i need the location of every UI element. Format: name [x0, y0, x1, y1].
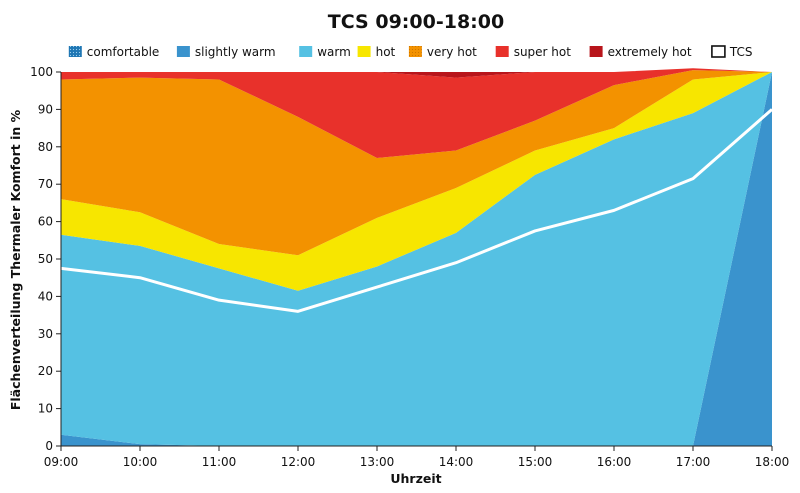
- y-tick-label: 20: [38, 364, 53, 378]
- legend-label-hot: hot: [376, 45, 396, 59]
- x-tick-label: 10:00: [123, 455, 158, 469]
- y-tick-label: 40: [38, 289, 53, 303]
- legend-label-comfortable: comfortable: [87, 45, 160, 59]
- x-tick-label: 12:00: [281, 455, 316, 469]
- x-tick-label: 14:00: [439, 455, 474, 469]
- area-super-hot: [61, 68, 772, 159]
- x-tick-label: 16:00: [597, 455, 632, 469]
- legend-item-tcs: TCS: [711, 45, 753, 59]
- axes: 0 10 20 30 40 50 60 70 80 90 100 09:00 10:00 11:00 12:…: [30, 65, 789, 469]
- legend-label-very-hot: very hot: [427, 45, 477, 59]
- legend-label-super-hot: super hot: [514, 45, 572, 59]
- area-extremely-hot: [61, 68, 772, 78]
- legend-item-very-hot: very hot: [408, 45, 477, 59]
- x-tick-label: 18:00: [755, 455, 790, 469]
- legend-swatch-extremely-hot: [589, 46, 603, 57]
- legend-swatch-very-hot: [408, 46, 422, 57]
- x-tick-label: 13:00: [360, 455, 395, 469]
- legend-swatch-tcs: [711, 45, 726, 58]
- area-slightly-warm: [61, 72, 772, 446]
- area-very-hot: [61, 70, 772, 256]
- legend-item-extremely-hot: extremely hot: [589, 45, 692, 59]
- legend-label-extremely-hot: extremely hot: [608, 45, 692, 59]
- legend-label-warm: warm: [317, 45, 351, 59]
- x-tick-label: 17:00: [676, 455, 711, 469]
- y-tick-label: 50: [38, 252, 53, 266]
- legend-item-slightly-warm: slightly warm: [176, 45, 276, 59]
- y-tick-label: 0: [45, 439, 53, 453]
- x-axis-title: Uhrzeit: [390, 471, 441, 486]
- area-hot: [61, 72, 772, 291]
- y-tick-label: 30: [38, 327, 53, 341]
- x-tick-label: 15:00: [518, 455, 553, 469]
- legend-swatch-hot: [357, 46, 371, 57]
- x-tick-label: 09:00: [44, 455, 79, 469]
- y-tick-label: 90: [38, 102, 53, 116]
- legend-swatch-super-hot: [495, 46, 509, 57]
- legend-label-slightly-warm: slightly warm: [195, 45, 276, 59]
- y-axis-title: Flächenverteilung Thermaler Komfort in %: [8, 109, 23, 410]
- legend-swatch-slightly-warm: [176, 46, 190, 57]
- chart-title: TCS 09:00-18:00: [328, 11, 504, 33]
- legend-item-hot: hot: [357, 45, 396, 59]
- legend-swatch-comfortable: [68, 46, 82, 57]
- legend: comfortable slightly warm warm hot very hot s…: [68, 45, 753, 59]
- legend-label-tcs: TCS: [729, 45, 753, 59]
- area-layers: [61, 68, 772, 446]
- area-warm: [61, 72, 772, 446]
- legend-item-warm: warm: [299, 45, 351, 59]
- tcs-line-layer: [60, 108, 773, 313]
- y-tick-label: 70: [38, 177, 53, 191]
- y-tick-label: 100: [30, 65, 53, 79]
- legend-swatch-warm: [299, 46, 313, 57]
- y-tick-label: 10: [38, 402, 53, 416]
- legend-item-comfortable: comfortable: [68, 45, 160, 59]
- legend-item-super-hot: super hot: [495, 45, 572, 59]
- x-tick-label: 11:00: [202, 455, 237, 469]
- y-tick-label: 60: [38, 215, 53, 229]
- tcs-line: [60, 108, 773, 313]
- y-tick-label: 80: [38, 140, 53, 154]
